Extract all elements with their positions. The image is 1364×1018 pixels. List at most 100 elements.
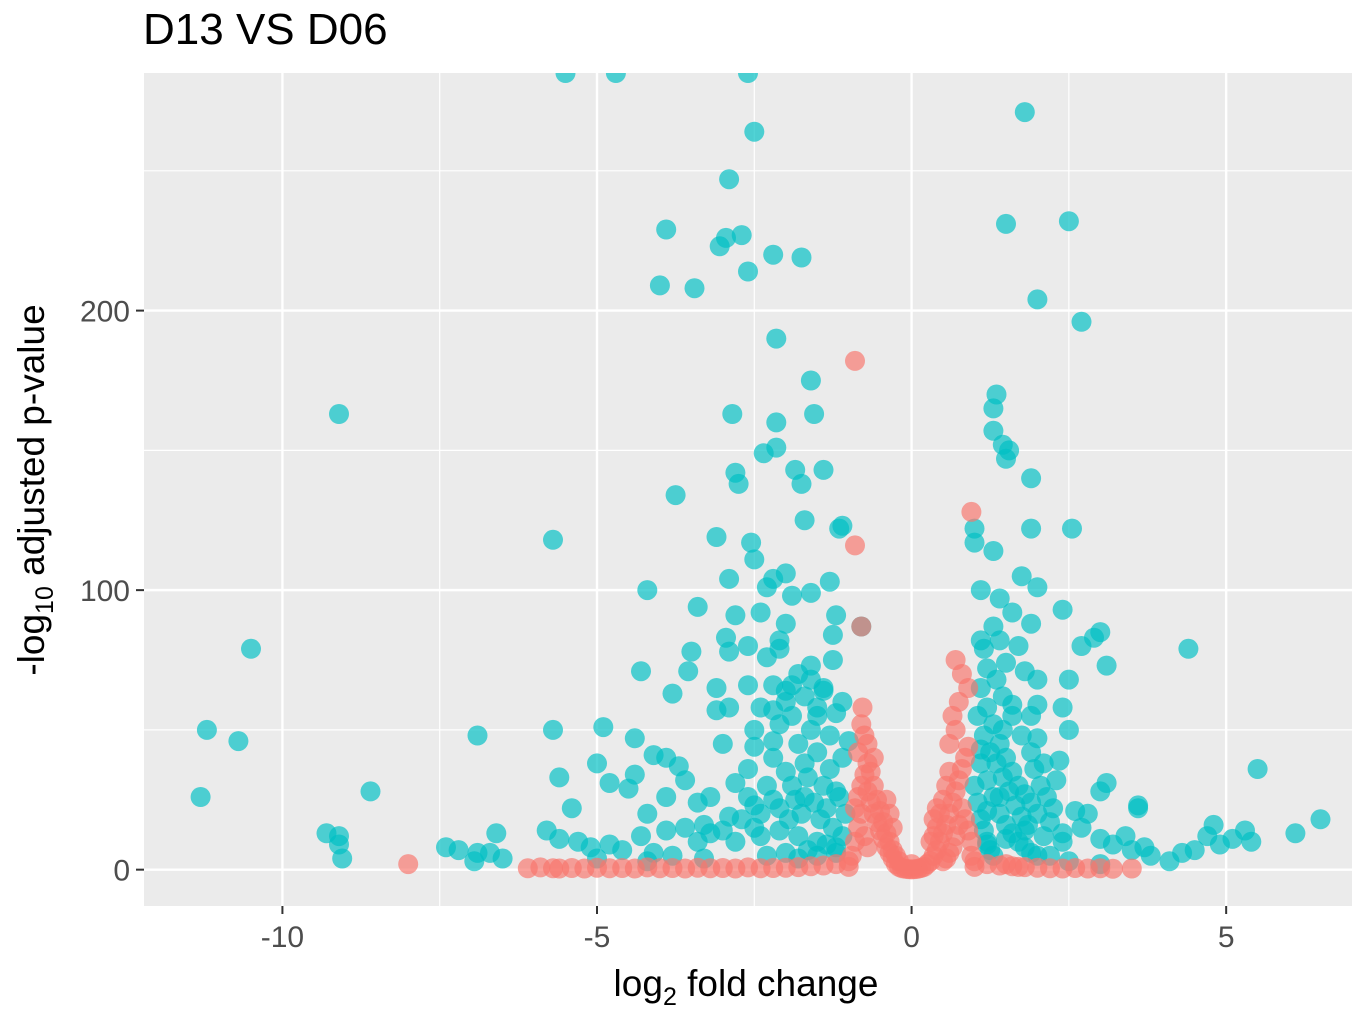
data-point <box>196 719 217 740</box>
data-point <box>983 398 1004 419</box>
y-axis-label-subscript: 10 <box>31 586 59 614</box>
data-point <box>1071 636 1092 656</box>
data-point <box>649 275 670 296</box>
data-point <box>731 809 752 830</box>
data-point <box>662 683 683 704</box>
y-axis-label-rest: adjusted p-value <box>11 304 52 586</box>
data-point <box>964 518 985 539</box>
data-point <box>958 736 979 757</box>
data-point <box>1071 817 1092 838</box>
data-point <box>926 798 947 819</box>
data-point <box>1071 311 1092 332</box>
data-point <box>1021 518 1042 539</box>
data-point <box>656 787 677 807</box>
data-point <box>656 219 677 240</box>
data-point <box>775 691 796 712</box>
data-point <box>1008 636 1029 656</box>
data-point <box>1021 705 1042 726</box>
data-point <box>329 404 349 424</box>
data-point <box>719 568 740 589</box>
x-axis: -10 -5 0 5 <box>261 906 1235 954</box>
data-point <box>804 404 825 424</box>
y-axis-label: -log10 adjusted p-value <box>11 304 59 675</box>
data-point <box>901 854 922 875</box>
data-point <box>996 213 1016 234</box>
x-axis-label: log2 fold change <box>614 963 879 1011</box>
data-point <box>360 781 381 802</box>
data-points <box>190 73 1331 880</box>
data-point <box>964 532 985 553</box>
data-point <box>996 448 1016 469</box>
plot-panel <box>144 73 1352 906</box>
data-point <box>1058 211 1079 232</box>
data-point <box>826 605 847 626</box>
data-point <box>228 731 249 752</box>
data-point <box>967 792 988 813</box>
data-point <box>678 661 699 682</box>
data-point <box>1247 759 1268 779</box>
data-point <box>1140 845 1161 866</box>
data-point <box>822 624 843 645</box>
data-point <box>738 787 758 807</box>
data-point <box>832 747 853 768</box>
data-point <box>838 856 859 877</box>
y-axis-label-base: -log <box>11 614 52 676</box>
data-point <box>933 851 953 872</box>
data-point <box>549 828 570 849</box>
data-point <box>543 529 563 550</box>
data-point <box>845 350 865 371</box>
data-point <box>1128 798 1149 819</box>
x-tick-label: 5 <box>1218 921 1235 954</box>
data-point <box>794 510 815 531</box>
x-axis-label-base: log <box>614 963 663 1004</box>
data-point <box>722 404 743 424</box>
data-point <box>719 169 740 190</box>
data-point <box>605 73 626 83</box>
data-point <box>738 636 758 656</box>
x-tick-label: -5 <box>584 921 611 954</box>
data-point <box>1027 577 1048 598</box>
data-point <box>719 641 740 662</box>
data-point <box>983 420 1004 441</box>
data-point <box>725 605 746 626</box>
data-point <box>549 767 570 788</box>
data-point <box>989 588 1010 609</box>
data-point <box>1002 705 1023 726</box>
data-point <box>1027 289 1048 310</box>
data-point <box>826 703 847 724</box>
data-point <box>593 717 614 738</box>
data-point <box>744 719 765 740</box>
data-point <box>983 541 1004 561</box>
data-point <box>1090 781 1111 802</box>
data-point <box>845 535 865 556</box>
data-point <box>1027 669 1048 690</box>
data-point <box>1241 831 1262 852</box>
y-tick-label: 100 <box>80 575 130 608</box>
data-point <box>1058 669 1079 690</box>
data-point <box>656 820 677 841</box>
data-point <box>587 753 607 774</box>
data-point <box>555 73 576 83</box>
data-point <box>800 370 821 391</box>
data-point <box>1011 725 1032 746</box>
data-point <box>813 680 834 701</box>
data-point <box>983 787 1004 807</box>
data-point <box>829 518 850 539</box>
x-axis-label-rest: fold change <box>677 963 879 1004</box>
data-point <box>863 747 884 768</box>
data-point <box>967 705 988 726</box>
data-point <box>1102 858 1123 879</box>
data-point <box>986 669 1007 690</box>
data-point <box>961 501 982 522</box>
data-point <box>852 697 873 718</box>
major-gridlines <box>144 73 1352 906</box>
data-point <box>763 731 784 752</box>
data-point <box>766 328 787 349</box>
data-point <box>763 675 784 696</box>
data-point <box>753 443 774 464</box>
data-point <box>712 733 733 754</box>
data-point <box>920 831 941 852</box>
data-point <box>939 733 960 754</box>
data-point <box>464 851 485 872</box>
data-point <box>618 778 639 799</box>
